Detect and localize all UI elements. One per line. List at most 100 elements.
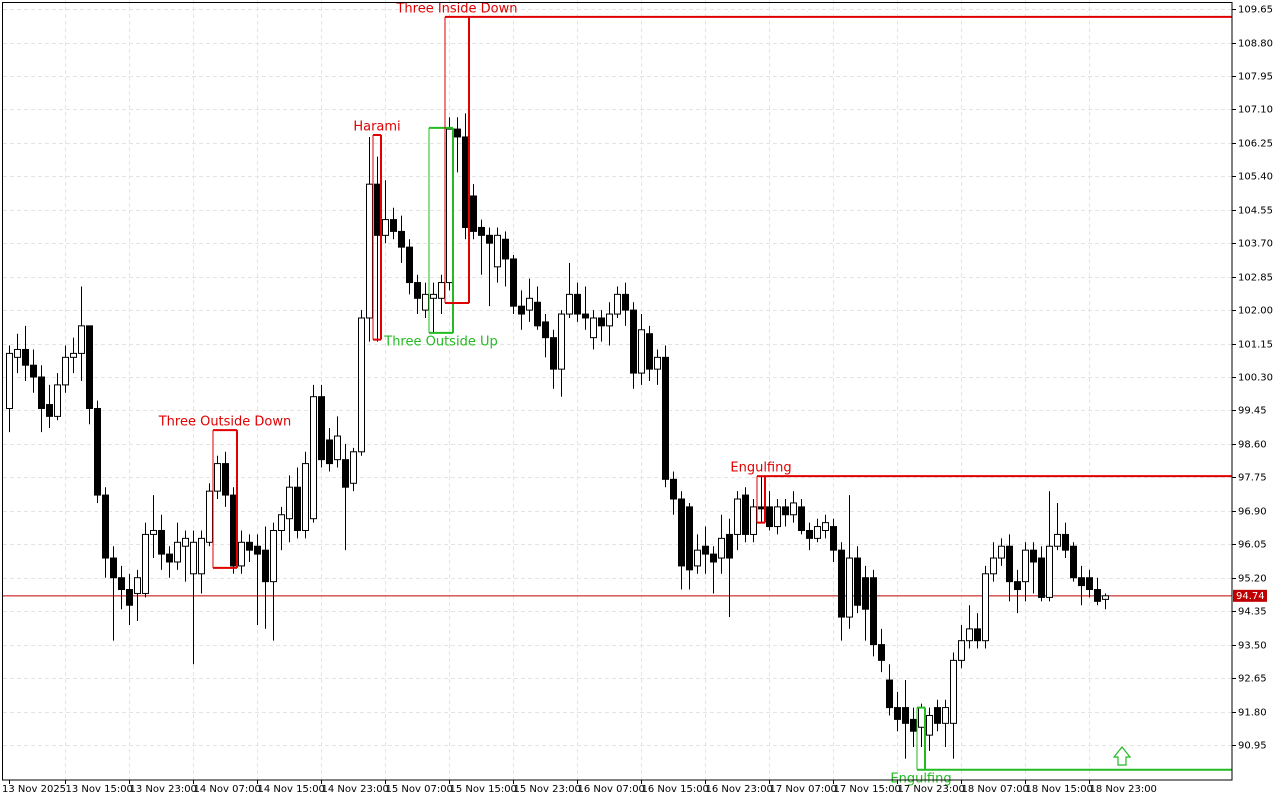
axes: 90.95 91.80 92.65 93.50 94.35 95.20 96.05 96.90… (2, 5, 1273, 796)
candle-body (726, 533, 733, 559)
candle-body (270, 529, 277, 583)
candle-body (510, 258, 517, 307)
y-tick-label: 99.45 (1238, 406, 1267, 417)
y-tick-label: 96.05 (1238, 540, 1267, 551)
current-price-box (1233, 589, 1267, 602)
candle-body (94, 407, 101, 496)
candle-body (446, 128, 453, 284)
candle-body (878, 644, 885, 661)
candle-body (774, 506, 781, 528)
candle-body (662, 356, 669, 480)
candle-body (62, 356, 69, 386)
candle-body (142, 533, 149, 594)
candle-body (598, 317, 605, 327)
candle-body (926, 714, 933, 736)
y-tick-label: 103.70 (1238, 239, 1273, 250)
candle-body (750, 506, 757, 535)
y-tick-label: 108.80 (1238, 39, 1273, 50)
candle-body (398, 230, 405, 248)
candle-body (414, 282, 421, 299)
current-price-label: 94.74 (1236, 591, 1265, 602)
candle-body (286, 486, 293, 520)
candle-body (574, 293, 581, 315)
candle-body (670, 478, 677, 500)
candle-body (126, 589, 133, 606)
x-tick-label: 16 Nov 15:00 (642, 784, 709, 795)
x-tick-label: 13 Nov 15:00 (66, 784, 133, 795)
y-tick-label: 94.35 (1238, 607, 1267, 618)
candle-body (238, 541, 245, 567)
candle-body (70, 352, 77, 358)
candle-body (486, 234, 493, 244)
candle-body (422, 293, 429, 311)
candle-body (118, 577, 125, 591)
candle-body (702, 545, 709, 555)
candle-body (966, 628, 973, 642)
plot-frame (2, 2, 1233, 781)
candle-body (614, 293, 621, 315)
candle-body (430, 293, 437, 299)
candle-body (622, 293, 629, 311)
candle-body (686, 506, 693, 571)
candle-body (1070, 545, 1077, 579)
candle-body (1022, 549, 1029, 583)
pattern-label: Engulfing (730, 461, 791, 476)
x-tick-label: 16 Nov 23:00 (706, 784, 773, 795)
candle-body (246, 541, 253, 551)
pattern-label: Three Outside Up (383, 334, 497, 349)
candle-body (1038, 557, 1045, 598)
candle-body (742, 494, 749, 535)
candle-body (150, 529, 157, 535)
x-tick-label: 15 Nov 07:00 (386, 784, 453, 795)
pattern-label: Three Outside Down (158, 415, 292, 430)
candle-body (78, 325, 85, 354)
candle-body (1006, 545, 1013, 583)
candle-body (790, 502, 797, 516)
candle-body (342, 459, 349, 488)
y-tick-label: 92.65 (1238, 674, 1267, 685)
candle-body (326, 439, 333, 465)
candle-body (974, 628, 981, 642)
y-tick-label: 102.85 (1238, 273, 1273, 284)
y-tick-label: 91.80 (1238, 708, 1267, 719)
candle-body (478, 226, 485, 236)
candle-body (1062, 533, 1069, 551)
candle-body (806, 529, 813, 539)
candle-body (638, 329, 645, 374)
candle-body (782, 506, 789, 516)
candle-body (606, 313, 613, 327)
candle-body (502, 238, 509, 260)
candle-body (534, 301, 541, 327)
candle-body (1054, 533, 1061, 547)
candle-body (302, 463, 309, 531)
candle-body (766, 506, 773, 528)
y-tick-label: 90.95 (1238, 741, 1267, 752)
y-tick-label: 107.95 (1238, 72, 1273, 83)
x-tick-label: 15 Nov 23:00 (514, 784, 581, 795)
candle-body (854, 557, 861, 606)
x-tick-label: 17 Nov 15:00 (834, 784, 901, 795)
y-tick-label: 98.60 (1238, 440, 1267, 451)
y-tick-label: 106.25 (1238, 139, 1273, 150)
candle-body (982, 573, 989, 642)
candle-body (462, 136, 469, 228)
candle-body (438, 282, 445, 299)
candle-body (694, 549, 701, 567)
candle-body (454, 128, 461, 138)
x-tick-label: 14 Nov 07:00 (194, 784, 261, 795)
candle-body (470, 195, 477, 232)
y-tick-label: 96.90 (1238, 507, 1267, 518)
x-tick-label: 14 Nov 15:00 (258, 784, 325, 795)
y-tick-label: 95.20 (1238, 574, 1267, 585)
x-tick-label: 18 Nov 23:00 (1090, 784, 1157, 795)
candle-body (254, 545, 261, 555)
candle-body (958, 640, 965, 661)
candle-body (30, 364, 37, 378)
candle-body (366, 183, 373, 319)
candle-body (390, 219, 397, 232)
candle-body (14, 348, 21, 358)
candle-body (198, 537, 205, 575)
pattern-label: Three Inside Down (395, 1, 517, 16)
